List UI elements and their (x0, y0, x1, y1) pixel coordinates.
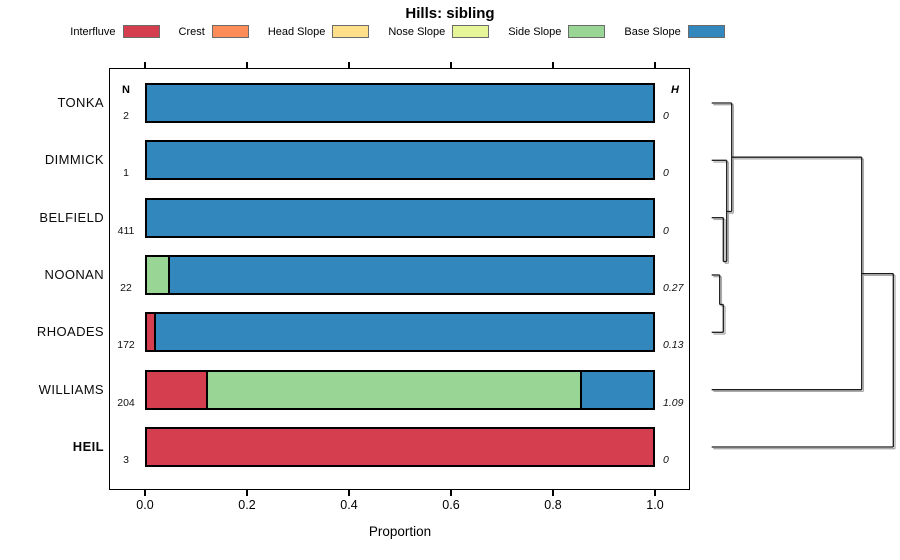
top-tick (552, 62, 554, 68)
legend-label: Interfluve (70, 25, 116, 38)
n-value: 3 (123, 453, 129, 466)
legend-color-swatch (568, 25, 606, 38)
legend-label: Head Slope (267, 25, 326, 38)
legend-item: Crest (179, 25, 249, 38)
legend-color-swatch (687, 25, 725, 38)
legend-color-swatch (452, 25, 490, 38)
stacked-bar (145, 83, 655, 123)
legend-item: Head Slope (268, 25, 370, 38)
h-value: 0.13 (663, 339, 684, 352)
x-tick-label: 0.6 (442, 498, 460, 512)
x-tick-label: 0.0 (136, 498, 154, 512)
legend-label: Side Slope (508, 25, 562, 38)
bar-segment-base-slope (156, 314, 653, 351)
bottom-tick (246, 490, 248, 496)
n-value: 204 (117, 396, 135, 409)
n-value: 22 (120, 281, 132, 294)
h-value: 0.27 (663, 281, 684, 294)
category-label: BELFIELD (39, 209, 104, 225)
category-label: DIMMICK (44, 152, 104, 168)
legend-item: Side Slope (508, 25, 606, 38)
bar-segment-base-slope (582, 371, 653, 408)
stacked-bar (145, 369, 655, 410)
legend-item: Nose Slope (388, 25, 490, 38)
stacked-bar (145, 312, 655, 353)
stacked-bar (145, 254, 655, 295)
bottom-tick (144, 490, 146, 496)
x-axis-title: Proportion (368, 524, 432, 539)
h-column-header: H (671, 84, 679, 96)
n-value: 172 (117, 339, 135, 352)
bar-segment-base-slope (147, 142, 653, 179)
bar-segment-side-slope (208, 371, 582, 408)
bar-segment-interfluve (147, 428, 653, 465)
top-tick (144, 62, 146, 68)
legend-item: Base Slope (624, 25, 725, 38)
top-tick (348, 62, 350, 68)
legend-label: Nose Slope (388, 25, 446, 38)
category-label: RHOADES (36, 324, 104, 340)
bar-segment-base-slope (170, 256, 653, 293)
x-tick-label: 0.8 (544, 498, 562, 512)
x-tick-label: 1.0 (646, 498, 664, 512)
category-label: NOONAN (44, 266, 104, 282)
chart-title: Hills: sibling (405, 5, 495, 22)
legend-label: Crest (178, 25, 205, 38)
bottom-tick (552, 490, 554, 496)
n-value: 2 (123, 110, 129, 122)
legend: Interfluve Crest Head Slope Nose Slope Side … (0, 25, 795, 38)
bar-segment-side-slope (147, 256, 170, 293)
n-value: 1 (123, 167, 129, 180)
n-column-header: N (122, 84, 130, 96)
category-label: TONKA (57, 95, 104, 110)
bar-segment-interfluve (147, 314, 156, 351)
n-value: 411 (117, 224, 135, 237)
legend-color-swatch (332, 25, 370, 38)
bar-segment-interfluve (147, 371, 208, 408)
top-tick (450, 62, 452, 68)
top-tick (246, 62, 248, 68)
h-value: 1.09 (663, 396, 684, 409)
bottom-tick (450, 490, 452, 496)
bottom-tick (654, 490, 656, 496)
category-label: HEIL (72, 438, 104, 454)
bar-segment-base-slope (147, 85, 653, 121)
legend-color-swatch (211, 25, 249, 38)
bar-segment-base-slope (147, 199, 653, 236)
x-tick-label: 0.2 (238, 498, 256, 512)
h-value: 0 (663, 167, 669, 180)
legend-label: Base Slope (624, 25, 681, 38)
h-value: 0 (663, 453, 669, 466)
h-value: 0 (663, 110, 669, 122)
stacked-bar (145, 197, 655, 238)
stacked-bar (145, 426, 655, 467)
top-tick (654, 62, 656, 68)
h-value: 0 (663, 224, 669, 237)
bottom-tick (348, 490, 350, 496)
stacked-bar (145, 140, 655, 181)
category-label: WILLIAMS (38, 381, 104, 397)
legend-color-swatch (122, 25, 160, 38)
x-tick-label: 0.4 (340, 498, 358, 512)
legend-item: Interfluve (70, 25, 160, 38)
